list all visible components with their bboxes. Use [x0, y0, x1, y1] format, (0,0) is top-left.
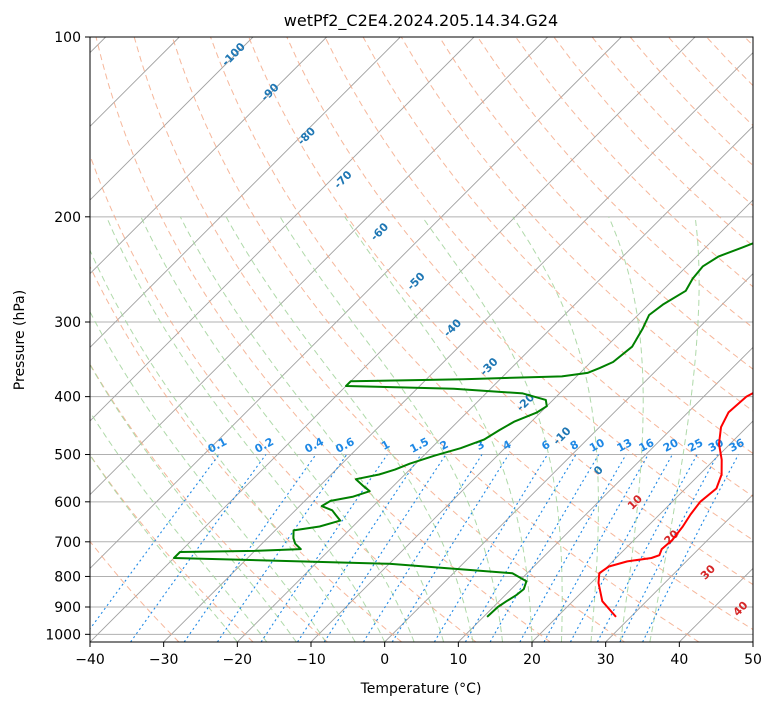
- isotherm-line: [163, 52, 753, 642]
- temperature-profile-line: [597, 391, 753, 618]
- moist-adiabat-line: [90, 249, 356, 642]
- dry-adiabat-line: [286, 37, 753, 541]
- moist-adiabat-line: [90, 411, 268, 642]
- isotherm-line: [90, 37, 622, 569]
- mixing-ratio-line: [464, 454, 577, 642]
- mixing-ratio-line: [642, 454, 739, 642]
- mixing-ratio-line: [323, 454, 447, 642]
- mixing-ratio-line: [619, 454, 719, 642]
- y-tick-label: 100: [54, 30, 81, 46]
- dry-adiabat-line: [400, 37, 753, 412]
- isotherm-line: [90, 37, 548, 496]
- x-tick-label: 10: [449, 652, 467, 668]
- chart-title: wetPf2_C2E4.2024.205.14.34.G24: [284, 11, 558, 31]
- dry-adiabat-line: [90, 453, 254, 642]
- axis-ticks: −40 −30 −20 −10 0 10 20 30 40 50 1000 900 800 700 600 5…: [45, 30, 762, 668]
- moist-adiabat-line: [90, 363, 297, 642]
- dry-adiabat-line: [90, 363, 328, 642]
- mixing-ratio-line: [433, 454, 548, 642]
- dry-adiabat-line: [171, 37, 700, 642]
- x-tick-label: 50: [744, 652, 762, 668]
- isotherm-line: [531, 420, 753, 642]
- y-tick-label: 600: [54, 495, 81, 511]
- y-tick-label: 500: [54, 448, 81, 464]
- moist-adiabat-line: [279, 216, 503, 642]
- mixing-ratio-label: 36: [727, 436, 747, 455]
- mixing-ratio-label: 16: [637, 436, 657, 455]
- mixing-ratio-line: [569, 454, 673, 642]
- moist-adiabat-line: [512, 216, 599, 642]
- mixing-ratio-line: [216, 454, 348, 642]
- mixing-ratio-label: 25: [686, 436, 706, 455]
- moist-adiabat-line: [421, 216, 563, 642]
- x-tick-label: −20: [223, 652, 253, 668]
- x-axis-label: Temperature (°C): [360, 681, 482, 697]
- x-tick-label: −30: [149, 652, 179, 668]
- y-tick-label: 200: [54, 210, 81, 226]
- dry-adiabat-line: [324, 37, 753, 498]
- mixing-ratio-line: [90, 454, 220, 630]
- moist-adiabat-line: [140, 216, 415, 642]
- y-tick-label: 900: [54, 600, 81, 616]
- y-tick-label: 700: [54, 535, 81, 551]
- isotherm-line: [458, 346, 753, 642]
- isotherm-line: [90, 37, 327, 275]
- dry-adiabat-line: [90, 153, 477, 642]
- x-tick-label: −40: [75, 652, 105, 668]
- y-tick-label: 400: [54, 390, 81, 406]
- y-tick-label: 300: [54, 315, 81, 331]
- mixing-ratio-line: [391, 454, 510, 642]
- dewpoint-profile-line: [173, 242, 753, 618]
- dry-adiabat-line: [210, 37, 753, 631]
- dry-adiabat-line: [477, 37, 753, 329]
- mixing-ratio-line: [543, 454, 649, 642]
- moist-adiabat-line: [90, 454, 238, 642]
- data-series: [173, 242, 753, 618]
- y-tick-label: 1000: [45, 627, 81, 643]
- moist-adiabat-line: [90, 310, 327, 642]
- isotherm-line: [237, 125, 753, 642]
- isotherm-line: [310, 199, 753, 642]
- dry-adiabat-line: [362, 37, 753, 455]
- y-tick-label: 800: [54, 569, 81, 585]
- moist-adiabat-line: [225, 216, 474, 642]
- isotherm-line: [90, 37, 401, 348]
- dry-adiabat-line: [515, 37, 753, 288]
- isotherm-line: [384, 273, 753, 642]
- mixing-ratio-label: 13: [615, 436, 635, 455]
- mixing-ratio-line: [519, 454, 627, 642]
- y-axis-label: Pressure (hPa): [12, 290, 28, 390]
- x-tick-label: 30: [597, 652, 615, 668]
- mixing-ratio-label: 30: [706, 436, 726, 455]
- isotherm-line: [90, 37, 254, 201]
- mixing-ratio-line: [596, 454, 698, 642]
- mixing-ratio-line: [489, 454, 600, 642]
- moist-adiabat-line: [179, 216, 445, 642]
- dry-adiabat-line: [248, 37, 753, 586]
- mixing-ratio-label: 10: [587, 436, 607, 455]
- x-tick-label: 0: [380, 652, 389, 668]
- isotherm-line: [90, 37, 696, 642]
- x-tick-label: 20: [523, 652, 541, 668]
- background-lines: [90, 37, 753, 642]
- moist-adiabat-line: [649, 216, 700, 642]
- x-tick-label: 40: [670, 652, 688, 668]
- isotherm-line: [605, 494, 753, 642]
- mixing-ratio-label: 20: [661, 436, 681, 455]
- plot-frame: [89, 36, 754, 643]
- dry-adiabat-line: [438, 37, 753, 370]
- x-tick-label: −10: [296, 652, 326, 668]
- moist-adiabat-line: [608, 216, 644, 642]
- moist-adiabat-line: [106, 216, 386, 642]
